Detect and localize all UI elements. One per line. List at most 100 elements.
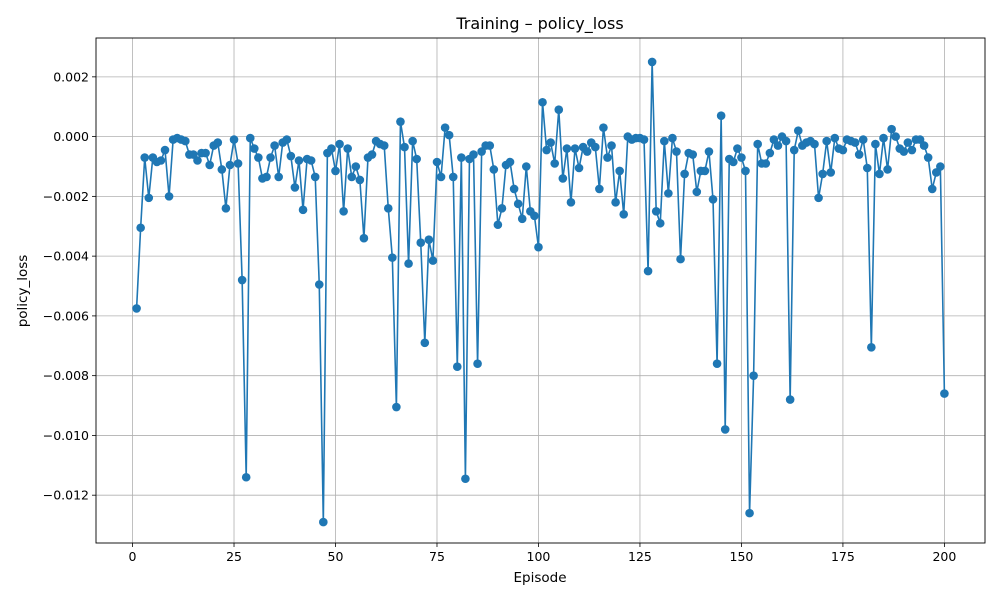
data-point: [749, 371, 758, 380]
data-point: [700, 166, 710, 176]
data-point: [444, 130, 454, 140]
data-point: [534, 242, 543, 252]
data-point: [615, 166, 624, 176]
data-point: [582, 147, 592, 156]
data-point: [217, 165, 227, 174]
data-point: [469, 150, 478, 159]
y-tick-label: −0.002: [43, 189, 89, 204]
x-tick-label: 200: [932, 549, 956, 564]
x-tick-label: 75: [429, 549, 445, 564]
data-point: [704, 147, 714, 156]
data-point: [339, 207, 348, 216]
data-point: [753, 139, 762, 149]
data-point: [655, 218, 665, 228]
data-point: [887, 124, 896, 134]
data-point: [611, 198, 620, 207]
data-point: [854, 150, 864, 159]
x-tick-label: 0: [129, 549, 137, 564]
data-point: [708, 195, 718, 204]
data-point: [140, 153, 150, 162]
y-axis-title: policy_loss: [15, 255, 31, 328]
data-point: [383, 204, 393, 213]
data-point: [871, 139, 880, 149]
data-point: [826, 168, 836, 177]
data-point: [319, 517, 328, 527]
data-point: [647, 57, 657, 67]
data-point: [335, 139, 344, 149]
data-point: [867, 342, 876, 352]
data-point: [574, 163, 584, 173]
data-point: [351, 162, 361, 171]
data-point: [420, 338, 430, 348]
data-point: [672, 147, 681, 156]
data-point: [201, 148, 210, 158]
data-point: [505, 157, 515, 167]
data-point: [452, 362, 462, 372]
data-point: [485, 141, 495, 150]
data-point: [570, 144, 580, 153]
data-point: [404, 259, 413, 268]
y-tick-label: −0.006: [43, 308, 89, 323]
data-point: [306, 156, 316, 165]
data-point: [603, 153, 612, 162]
x-axis-ticks: 0 25 50 75 100 125 150 175 200: [129, 543, 956, 564]
data-point: [903, 138, 913, 147]
data-point: [367, 150, 377, 159]
data-point: [899, 147, 909, 156]
data-point: [862, 163, 872, 173]
data-point: [651, 207, 661, 216]
data-point: [229, 135, 239, 144]
data-point: [607, 141, 616, 150]
data-point: [850, 138, 860, 147]
data-point: [733, 144, 742, 153]
data-point: [392, 402, 401, 412]
y-tick-label: −0.004: [43, 249, 89, 264]
data-point: [550, 159, 560, 168]
x-tick-label: 175: [831, 549, 855, 564]
data-point: [274, 172, 283, 182]
data-point: [225, 160, 235, 170]
data-point: [716, 111, 726, 120]
data-point: [428, 256, 438, 265]
data-point: [314, 280, 324, 289]
data-point: [814, 193, 823, 203]
data-point: [388, 253, 397, 262]
data-point: [237, 275, 247, 285]
x-tick-label: 100: [527, 549, 551, 564]
data-point: [688, 150, 698, 159]
data-point: [907, 145, 917, 155]
data-point: [221, 204, 231, 213]
data-point: [282, 135, 292, 144]
data-point: [270, 141, 279, 150]
data-point: [599, 123, 608, 132]
x-tick-label: 125: [628, 549, 652, 564]
data-point: [737, 153, 746, 162]
data-point: [521, 162, 531, 171]
data-point: [412, 154, 421, 164]
data-point: [136, 223, 145, 233]
data-point: [416, 238, 426, 247]
data-point: [262, 172, 271, 182]
data-point: [379, 141, 389, 150]
data-point: [254, 153, 263, 162]
data-point: [745, 508, 754, 518]
data-point: [359, 233, 369, 243]
chart-title: Training – policy_loss: [455, 14, 623, 34]
data-point: [765, 148, 775, 158]
data-point: [639, 135, 649, 144]
data-point: [858, 135, 868, 144]
data-point: [461, 474, 470, 484]
data-point: [245, 133, 255, 143]
x-tick-label: 25: [226, 549, 242, 564]
data-point: [266, 153, 275, 162]
data-point: [680, 169, 689, 179]
data-point: [789, 145, 799, 155]
data-point: [448, 172, 458, 182]
data-point: [818, 169, 827, 179]
data-point: [347, 172, 357, 182]
data-point: [546, 138, 555, 147]
data-point: [517, 214, 527, 224]
x-tick-label: 150: [730, 549, 754, 564]
data-point: [408, 136, 417, 146]
